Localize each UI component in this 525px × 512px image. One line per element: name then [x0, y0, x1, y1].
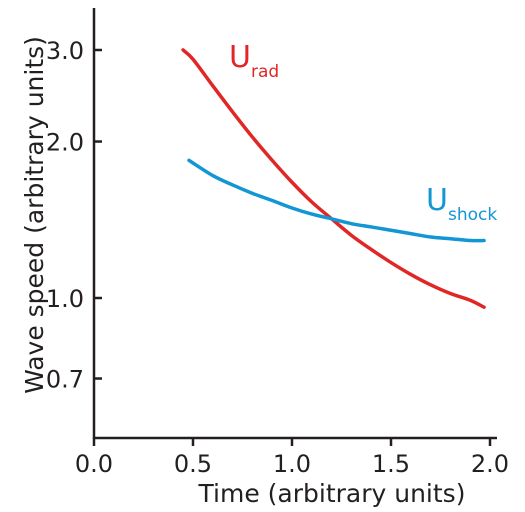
series-layer [181, 48, 486, 309]
x-ticks: 0.0 0.5 1.0 1.5 2.0 [75, 438, 509, 478]
series-label-rad: Urad [229, 40, 279, 82]
series-label-main: U [229, 40, 251, 75]
y-axis-title: Wave speed (arbitrary units) [20, 36, 49, 394]
series-line-rad [181, 48, 486, 309]
y-tick-label: 2.0 [46, 129, 84, 157]
series-label-main: U [426, 183, 448, 218]
series-line-shock [187, 158, 486, 243]
x-axis-title: Time (arbitrary units) [198, 479, 466, 508]
x-tick-label: 0.5 [174, 450, 212, 478]
y-ticks: 0.7 1.0 2.0 3.0 [46, 37, 102, 394]
x-tick-label: 1.5 [372, 450, 410, 478]
x-tick-label: 1.0 [273, 450, 311, 478]
series-label-subscript: shock [448, 205, 497, 225]
x-tick-label: 2.0 [471, 450, 509, 478]
series-label-subscript: rad [251, 62, 279, 82]
axes [92, 8, 497, 440]
y-tick-label: 3.0 [46, 37, 84, 65]
y-tick-label: 1.0 [46, 285, 84, 313]
x-tick-label: 0.0 [75, 450, 113, 478]
series-label-shock: Ushock [426, 183, 497, 225]
y-tick-label: 0.7 [46, 366, 84, 394]
